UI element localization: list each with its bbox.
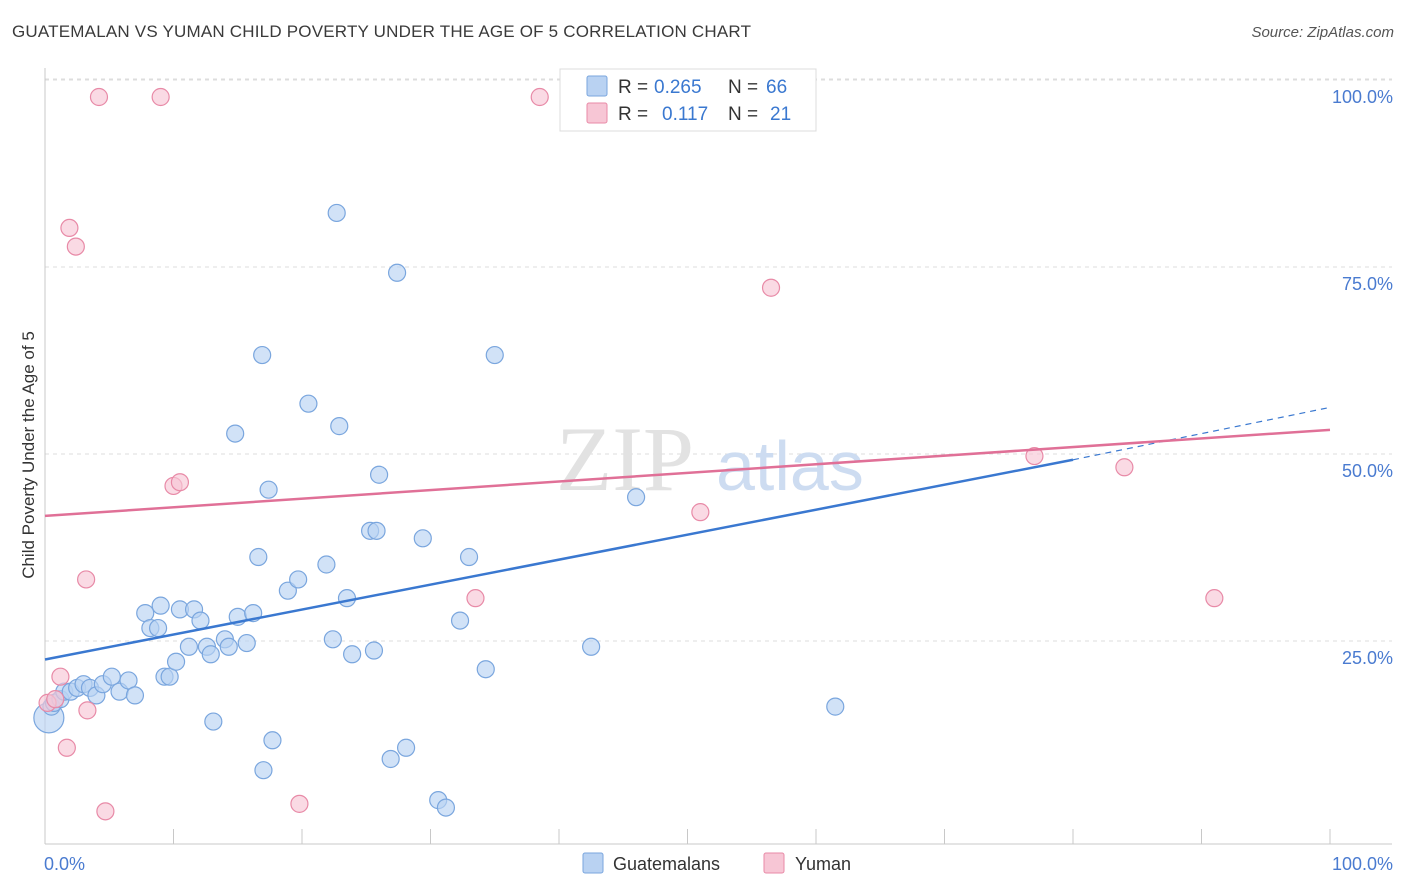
guatemalans-point [381, 749, 400, 769]
grid [45, 78, 1392, 642]
bottom-legend-swatch-yuman [763, 852, 785, 874]
legend-n-value-2: 21 [770, 104, 791, 125]
guatemalans-point [119, 671, 138, 690]
guatemalans-point [436, 798, 456, 817]
guatemalans-point [387, 263, 407, 282]
legend-n-label-1: N = [728, 77, 758, 98]
guatemalans-point [299, 394, 318, 413]
guatemalans-point [166, 652, 186, 671]
yuman-point [66, 237, 85, 256]
guatemalans-point [476, 660, 495, 679]
bottom-legend-yuman: Yuman [795, 854, 851, 874]
y-tick-label: 100.0% [1332, 87, 1393, 107]
guatemalans-point [826, 697, 845, 716]
guatemalans-trend-line [44, 458, 1074, 661]
guatemalans-point [151, 596, 170, 615]
y-axis-label: Child Poverty Under the Age of 5 [19, 331, 38, 579]
y-tick-label: 25.0% [1342, 648, 1393, 668]
guatemalans-point [263, 731, 282, 750]
y-tick-label: 50.0% [1342, 461, 1393, 481]
guatemalans-point [226, 424, 245, 443]
guatemalans-point [626, 488, 646, 507]
yuman-point [290, 794, 309, 813]
yuman-point [96, 802, 115, 821]
yuman-point [466, 589, 485, 608]
guatemalans-point [219, 637, 238, 656]
guatemalans-point [191, 611, 210, 630]
guatemalans-point [413, 529, 432, 548]
yuman-point [89, 87, 109, 107]
guatemalans-point [237, 633, 256, 653]
yuman-point [77, 570, 96, 589]
legend-n-value-1: 66 [766, 77, 787, 98]
tick-labels: 25.0% 50.0% 75.0% 100.0% 0.0% 100.0% [44, 87, 1393, 874]
guatemalans-point [459, 547, 479, 567]
series-yuman [38, 87, 1224, 821]
trend-lines [44, 406, 1331, 661]
guatemalans-point [259, 480, 278, 499]
yuman-point [51, 667, 70, 686]
y-tick-label: 75.0% [1342, 274, 1393, 294]
yuman-point [1115, 458, 1134, 477]
series-legend: Guatemalans Yuman [582, 852, 851, 874]
yuman-point [691, 503, 710, 522]
chart-title: GUATEMALAN VS YUMAN CHILD POVERTY UNDER … [12, 22, 752, 41]
x-tick-label-max: 100.0% [1332, 854, 1393, 874]
watermark: ZIP atlas [556, 408, 864, 510]
legend-n-label-2: N = [728, 104, 758, 125]
guatemalans-point [278, 581, 297, 600]
yuman-point [170, 473, 190, 492]
guatemalans-point [337, 589, 357, 608]
guatemalans-point [148, 618, 168, 638]
guatemalans-point [485, 345, 504, 365]
yuman-point [57, 738, 76, 757]
guatemalans-point [450, 611, 470, 630]
guatemalans-point [582, 637, 601, 656]
guatemalans-point [253, 345, 272, 365]
guatemalans-point [179, 637, 199, 656]
series-guatemalans [33, 203, 845, 817]
guatemalans-point [249, 547, 268, 567]
legend-r-label-2: R = [618, 104, 648, 125]
yuman-trend-line [44, 428, 1331, 518]
guatemalans-point [125, 686, 145, 705]
legend-r-value-2: 0.117 [662, 104, 708, 125]
legend-r-label-1: R = [618, 77, 648, 98]
guatemalans-point [330, 417, 349, 436]
correlation-legend: R = 0.265 N = 66 R = 0.117 N = 21 [559, 68, 817, 132]
guatemalans-point [364, 641, 384, 660]
legend-swatch-guatemalans [586, 75, 608, 97]
yuman-point [60, 218, 79, 237]
yuman-point [1025, 446, 1044, 466]
guatemalans-point [254, 761, 273, 780]
guatemalans-point [102, 667, 121, 686]
guatemalans-point [343, 645, 362, 664]
yuman-point [530, 87, 549, 107]
watermark-zip: ZIP [556, 408, 694, 510]
guatemalans-point [396, 738, 416, 757]
guatemalans-point [201, 645, 220, 664]
yuman-point [1205, 589, 1224, 608]
x-tick-label-min: 0.0% [44, 854, 85, 874]
guatemalans-point [204, 712, 223, 731]
guatemalans-point [317, 555, 336, 574]
yuman-point [761, 278, 781, 297]
yuman-point [78, 701, 97, 720]
guatemalans-point [370, 465, 389, 484]
source-label: Source: ZipAtlas.com [1251, 24, 1394, 41]
guatemalans-point [289, 570, 308, 589]
bottom-legend-swatch-guatemalans [582, 852, 604, 874]
legend-r-value-1: 0.265 [654, 77, 702, 98]
guatemalans-point [367, 521, 386, 540]
yuman-point [46, 690, 65, 709]
legend-swatch-yuman [586, 102, 608, 124]
yuman-point [151, 87, 170, 107]
guatemalans-point [323, 630, 342, 649]
guatemalans-point [160, 667, 179, 686]
guatemalans-point [327, 203, 346, 223]
bottom-legend-guatemalans: Guatemalans [613, 854, 720, 874]
